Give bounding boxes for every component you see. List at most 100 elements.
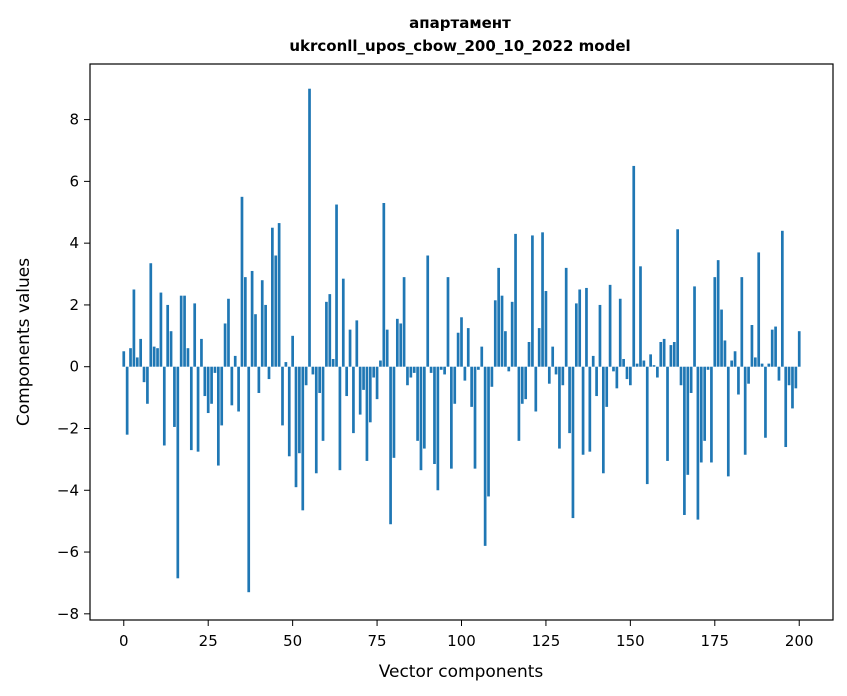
bar-60: [325, 301, 328, 367]
bar-125: [544, 291, 548, 367]
bar-163: [672, 342, 676, 367]
bar-141: [598, 304, 602, 367]
y-tick-label: 0: [69, 358, 79, 376]
bar-45: [274, 255, 278, 367]
bar-44: [271, 227, 274, 367]
bar-99: [456, 332, 460, 367]
bar-133: [571, 366, 575, 519]
y-tick-label: −4: [57, 481, 79, 499]
bar-124: [541, 232, 544, 367]
bar-62: [331, 358, 335, 367]
bar-171: [699, 366, 703, 463]
bar-17: [179, 295, 183, 367]
bar-161: [666, 366, 669, 461]
y-tick-label: 2: [69, 296, 79, 314]
bar-24: [203, 366, 207, 397]
bar-122: [534, 366, 538, 412]
bar-189: [760, 363, 764, 367]
bar-30: [223, 323, 227, 367]
bar-42: [264, 304, 267, 367]
bar-11: [159, 292, 163, 367]
bar-54: [304, 366, 308, 386]
bar-123: [537, 328, 541, 367]
bar-167: [686, 366, 690, 475]
bar-139: [591, 355, 595, 367]
bar-51: [294, 366, 298, 488]
bar-117: [517, 366, 521, 441]
bar-8: [149, 263, 153, 367]
bar-78: [385, 329, 389, 367]
bar-187: [753, 357, 757, 367]
bar-165: [679, 366, 683, 386]
bar-192: [770, 329, 774, 367]
plot-frame: [89, 63, 834, 621]
x-tick-label: 50: [283, 632, 302, 650]
bar-87: [416, 366, 419, 441]
bar-series: [122, 88, 801, 593]
bar-164: [676, 229, 679, 367]
bar-181: [733, 351, 737, 367]
bar-9: [152, 346, 156, 367]
bar-198: [791, 366, 794, 409]
bar-71: [362, 366, 365, 390]
bar-86: [412, 366, 416, 373]
bar-15: [173, 366, 176, 427]
bar-70: [358, 366, 362, 415]
bar-101: [463, 366, 467, 381]
bar-65: [341, 278, 345, 367]
bar-183: [740, 277, 744, 367]
bar-170: [696, 366, 700, 520]
bar-162: [669, 345, 673, 367]
bar-188: [757, 252, 761, 367]
bar-102: [466, 328, 470, 367]
bar-57: [314, 366, 318, 474]
bar-67: [348, 329, 352, 367]
bar-120: [527, 342, 531, 367]
y-tick-label: 8: [69, 111, 79, 129]
bar-50: [291, 335, 294, 367]
bar-64: [338, 366, 342, 471]
bar-20: [189, 366, 193, 451]
bar-79: [389, 366, 392, 525]
bar-27: [213, 366, 217, 373]
bar-190: [764, 366, 767, 438]
bar-36: [244, 277, 247, 367]
bar-149: [625, 366, 629, 380]
bar-39: [254, 314, 257, 367]
bar-104: [473, 366, 477, 469]
x-tick-label: 175: [700, 632, 729, 650]
bar-77: [382, 203, 386, 367]
bar-105: [477, 366, 480, 370]
bar-143: [605, 366, 609, 407]
bar-126: [547, 366, 551, 384]
bar-52: [298, 366, 301, 454]
bar-2: [129, 348, 132, 367]
bar-147: [618, 298, 622, 367]
bar-150: [629, 366, 632, 386]
bar-80: [392, 366, 396, 458]
bar-135: [578, 289, 582, 367]
bar-33: [233, 355, 237, 367]
bar-197: [787, 366, 791, 386]
y-axis-ticks: −8 −6 −4 −2 0 2 4 6 8: [57, 111, 90, 623]
x-tick-label: 200: [785, 632, 814, 650]
x-axis-label: Vector components: [379, 662, 544, 682]
bar-10: [156, 348, 159, 367]
bar-182: [737, 366, 740, 395]
bar-107: [483, 366, 487, 546]
bar-169: [693, 286, 696, 367]
bar-110: [493, 300, 497, 367]
bar-166: [683, 366, 686, 515]
bar-32: [230, 366, 234, 406]
bar-91: [429, 366, 433, 373]
y-tick-label: −8: [57, 605, 79, 623]
bar-173: [706, 366, 710, 370]
bar-46: [277, 223, 281, 367]
bar-29: [220, 366, 224, 426]
bar-128: [554, 366, 558, 375]
bar-158: [656, 366, 659, 378]
y-tick-label: 4: [69, 234, 79, 252]
bar-14: [169, 331, 173, 367]
bar-174: [710, 366, 713, 463]
